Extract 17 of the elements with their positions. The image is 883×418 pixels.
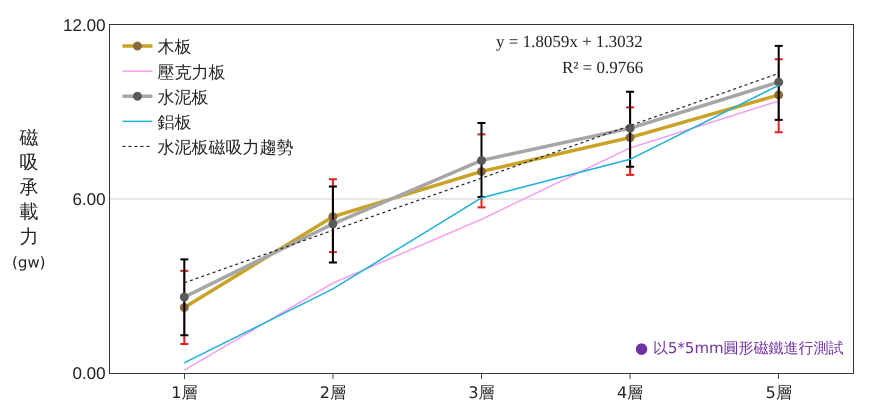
x-tick-label: 4層	[617, 383, 644, 402]
annotation: ● 以5*5mm圓形磁鐵進行測試	[635, 339, 844, 357]
y-tick-label: 12.00	[63, 16, 106, 35]
annotation: y = 1.8059x + 1.3032	[496, 32, 643, 51]
y-axis-title: 磁吸承載力(gw)	[12, 127, 46, 272]
annotation: R² = 0.9766	[562, 58, 644, 77]
y-tick-label: 6.00	[72, 190, 106, 209]
legend-label: 水泥板磁吸力趨勢	[157, 138, 294, 158]
legend-label: 水泥板	[157, 88, 208, 108]
legend-label: 鋁板	[157, 112, 192, 133]
x-tick-label: 2層	[320, 383, 346, 402]
legend-label: 壓克力板	[157, 62, 226, 83]
y-tick-label: 0.00	[72, 364, 106, 383]
x-tick-label: 5層	[766, 383, 792, 402]
legend-label: 木板	[157, 38, 192, 58]
x-tick-label: 3層	[468, 383, 495, 402]
x-tick-label: 1層	[171, 383, 198, 402]
